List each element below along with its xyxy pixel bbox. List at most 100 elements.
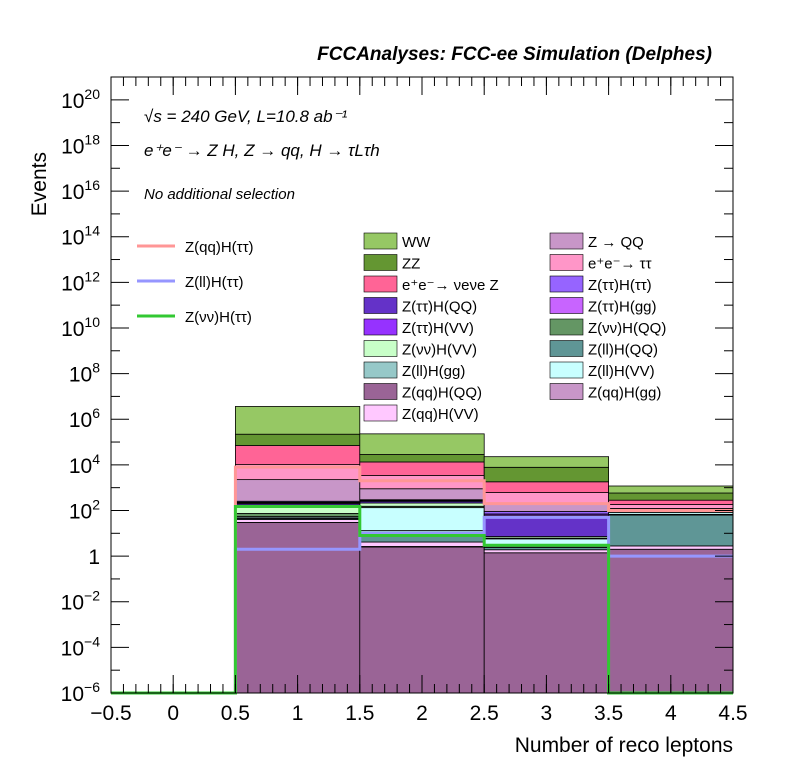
legend-label: Z(ττ)H(QQ) — [402, 299, 477, 316]
y-tick-label: 10−4 — [61, 633, 101, 660]
bar-z-qq-bin-2 — [359, 488, 485, 501]
legend-swatch-z-h-gg — [549, 297, 584, 314]
legend-label: Z(ττ)H(ττ) — [588, 277, 652, 294]
y-tick-label: 1020 — [61, 86, 100, 113]
legend-swatch-z-h-qq — [363, 297, 398, 314]
x-axis-ticks: −0.5 0 0.5 1 1.5 2 2.5 3 3.5 4 4.5 — [90, 77, 748, 725]
bar-e-e-e-e-z-bin-4 — [608, 499, 734, 505]
legend-swatch-zz — [363, 254, 398, 271]
y-axis-label: Events — [28, 152, 51, 216]
legend-label: Z(νν)H(ττ) — [185, 309, 252, 326]
legend-label: Z → QQ — [588, 234, 644, 251]
bar-ww-bin-4 — [608, 485, 734, 494]
bar-e-e-e-e-z-bin-1 — [234, 445, 361, 466]
bar-e-e-bin-3 — [483, 492, 610, 504]
legend-label: Z(νν)H(QQ) — [588, 320, 666, 337]
legend-swatch-z-h-qq — [549, 318, 584, 336]
legend-label: Z(qq)H(VV) — [402, 406, 479, 423]
bar-e-e-e-e-z-bin-2 — [359, 461, 485, 476]
energy-annotation: √s = 240 GeV, L=10.8 ab⁻¹ — [144, 107, 348, 126]
y-tick-label: 1012 — [61, 268, 100, 295]
bar-z-qq-h-vv-bin-1 — [234, 519, 361, 523]
legend-label: ZZ — [402, 256, 420, 273]
bar-z-qq-h-vv-bin-2 — [359, 541, 485, 547]
y-tick-label: 1 — [88, 546, 100, 569]
signal-lines — [111, 465, 733, 695]
legend-swatch-z-ll-h-gg — [363, 361, 398, 379]
line-z-h — [111, 504, 733, 695]
legend-swatch-z-ll-h-vv — [549, 361, 584, 379]
y-tick-label: 106 — [69, 405, 100, 432]
y-tick-label: 102 — [69, 496, 100, 523]
bar-z-qq-h-qq-bin-3 — [483, 552, 610, 694]
x-tick-label: 1 — [292, 702, 304, 725]
legend-swatch-z-h — [549, 275, 584, 293]
y-tick-label: 108 — [69, 360, 100, 387]
legend-swatch-e-e-e-e-z — [363, 275, 398, 293]
x-tick-label: 4 — [665, 702, 677, 725]
y-tick-label: 1010 — [61, 314, 100, 341]
legend-swatch-z-qq-h-qq — [363, 383, 398, 400]
bar-z-h-qq-bin-3 — [483, 517, 610, 537]
bar-z-h-vv-bin-1 — [234, 507, 361, 514]
legend-label: Z(νν)H(VV) — [402, 342, 477, 359]
legend-label: Z(ll)H(gg) — [402, 363, 465, 380]
legend-label: Z(ll)H(ττ) — [185, 274, 244, 291]
y-tick-label: 10−6 — [61, 679, 101, 706]
legend-swatch-z-qq — [549, 232, 584, 250]
bar-e-e-e-e-z-bin-3 — [483, 481, 610, 493]
legend-label: e⁺e⁻→ νeνe Z — [402, 277, 499, 294]
bar-e-e-bin-4 — [608, 504, 734, 509]
y-tick-label: 10−2 — [61, 588, 101, 615]
bar-z-qq-bin-1 — [234, 479, 361, 502]
legend-label: Z(qq)H(ττ) — [185, 239, 254, 256]
legend-label: Z(ll)H(QQ) — [588, 342, 658, 359]
y-tick-label: 1016 — [61, 177, 100, 204]
legend-swatch-ww — [363, 232, 398, 250]
legend-swatch-e-e — [549, 254, 584, 271]
legend-swatch-z-h-vv — [363, 340, 398, 357]
legend-swatch-z-ll-h-qq — [549, 340, 584, 357]
bar-ww-bin-3 — [483, 456, 610, 468]
legend-label: Z(ll)H(VV) — [588, 363, 655, 380]
legend-label: e⁺e⁻→ ττ — [588, 256, 652, 273]
x-tick-label: 1.5 — [345, 702, 374, 725]
bar-z-qq-h-vv-bin-3 — [483, 549, 610, 554]
legend-swatch-z-qq-h-gg — [549, 383, 584, 400]
bar-ww-bin-2 — [359, 433, 485, 455]
legend-label: WW — [402, 234, 431, 251]
bar-zz-bin-1 — [234, 433, 361, 446]
bar-zz-bin-2 — [359, 454, 485, 463]
selection-annotation: No additional selection — [144, 186, 295, 203]
y-tick-label: 104 — [69, 451, 100, 478]
legend-label: Z(ττ)H(VV) — [402, 320, 474, 337]
annotations: √s = 240 GeV, L=10.8 ab⁻¹ e⁺e⁻ → Z H, Z … — [144, 107, 380, 203]
legend-swatch-z-qq-h-vv — [363, 404, 398, 422]
x-axis-label: Number of reco leptons — [515, 734, 733, 757]
y-tick-label: 1014 — [61, 223, 100, 250]
legend-label: Z(qq)H(gg) — [588, 385, 661, 402]
y-tick-label: 1018 — [61, 131, 100, 158]
legend-swatch-z-h-vv — [363, 318, 398, 336]
x-tick-label: −0.5 — [90, 702, 131, 725]
bar-z-qq-h-qq-bin-2 — [359, 546, 485, 694]
x-tick-label: 3.5 — [594, 702, 623, 725]
bar-zz-bin-3 — [483, 466, 610, 483]
bar-z-ll-h-qq-bin-4 — [608, 514, 734, 547]
bar-z-qq-h-qq-bin-1 — [234, 522, 361, 694]
legend: Z(qq)H(ττ) Z(ll)H(ττ) Z(νν)H(ττ) WW ZZ e⁺e⁻→ … — [137, 232, 666, 423]
bar-ww-bin-1 — [234, 406, 361, 435]
bar-z-h-qq-bin-1 — [234, 513, 361, 517]
x-tick-label: 4.5 — [718, 702, 747, 725]
bar-zz-bin-4 — [608, 492, 734, 501]
x-tick-label: 2.5 — [470, 702, 499, 725]
x-tick-label: 0.5 — [221, 702, 250, 725]
bar-z-qq-h-vv-bin-4 — [608, 545, 734, 550]
process-annotation: e⁺e⁻ → Z H, Z → qq, H → τLτh — [144, 141, 380, 160]
legend-label: Z(ττ)H(gg) — [588, 299, 657, 316]
bar-z-ll-h-vv-bin-2 — [359, 507, 485, 531]
stacked-bars — [234, 406, 734, 694]
chart-title: FCCAnalyses: FCC-ee Simulation (Delphes) — [317, 44, 712, 65]
y-axis-ticks: 10−6 10−4 10−2 1 102 104 106 108 1010 1012 1014 101… — [61, 76, 733, 706]
